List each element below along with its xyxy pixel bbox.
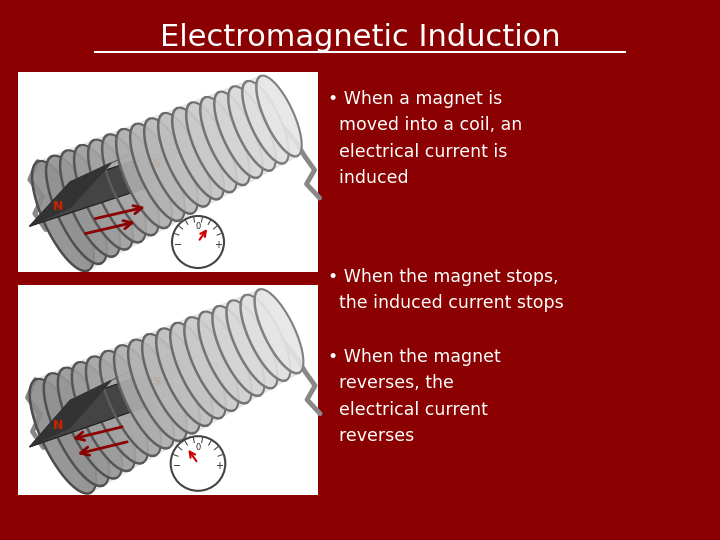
Polygon shape xyxy=(46,156,107,264)
Polygon shape xyxy=(144,118,198,214)
Polygon shape xyxy=(256,76,302,157)
Text: Electromagnetic Induction: Electromagnetic Induction xyxy=(160,24,560,52)
Polygon shape xyxy=(58,368,122,478)
Polygon shape xyxy=(37,76,297,271)
Text: S: S xyxy=(152,377,161,387)
Polygon shape xyxy=(72,362,135,471)
Text: N: N xyxy=(53,420,63,433)
Polygon shape xyxy=(128,340,187,441)
Text: 0: 0 xyxy=(195,443,201,451)
Bar xyxy=(18,72,318,272)
Bar xyxy=(18,285,318,495)
Polygon shape xyxy=(243,81,289,164)
Polygon shape xyxy=(114,345,174,448)
Text: −: − xyxy=(174,240,181,249)
Polygon shape xyxy=(44,373,109,486)
Polygon shape xyxy=(30,144,184,226)
Polygon shape xyxy=(30,361,184,447)
Polygon shape xyxy=(71,107,266,182)
Polygon shape xyxy=(30,381,111,447)
Polygon shape xyxy=(199,312,251,403)
Text: N: N xyxy=(53,200,63,213)
Text: +: + xyxy=(215,240,222,249)
Polygon shape xyxy=(255,289,303,373)
Polygon shape xyxy=(60,150,120,256)
Circle shape xyxy=(171,436,225,491)
Text: −: − xyxy=(173,461,181,471)
Text: • When the magnet stops,
  the induced current stops: • When the magnet stops, the induced cur… xyxy=(328,268,564,313)
Polygon shape xyxy=(227,300,277,388)
Polygon shape xyxy=(172,107,224,199)
Polygon shape xyxy=(170,323,226,418)
Polygon shape xyxy=(30,163,111,226)
Polygon shape xyxy=(74,145,133,249)
Polygon shape xyxy=(184,317,239,411)
Polygon shape xyxy=(116,129,172,228)
Text: S: S xyxy=(152,159,161,170)
Polygon shape xyxy=(215,92,263,178)
Circle shape xyxy=(172,216,224,268)
Polygon shape xyxy=(240,295,290,381)
Text: +: + xyxy=(215,461,223,471)
Polygon shape xyxy=(156,328,213,426)
Polygon shape xyxy=(200,97,250,185)
Polygon shape xyxy=(35,289,300,493)
Polygon shape xyxy=(212,306,264,396)
Polygon shape xyxy=(186,102,237,192)
Text: • When a magnet is
  moved into a coil, an
  electrical current is
  induced: • When a magnet is moved into a coil, an… xyxy=(328,90,522,187)
Polygon shape xyxy=(100,351,161,456)
Polygon shape xyxy=(228,86,276,171)
Text: 0: 0 xyxy=(195,222,201,231)
Polygon shape xyxy=(130,124,185,221)
Polygon shape xyxy=(88,140,146,242)
Polygon shape xyxy=(30,379,96,494)
Polygon shape xyxy=(102,134,159,235)
Text: • When the magnet
  reverses, the
  electrical current
  reverses: • When the magnet reverses, the electric… xyxy=(328,348,500,445)
Polygon shape xyxy=(32,161,94,271)
Polygon shape xyxy=(86,356,148,463)
Polygon shape xyxy=(158,113,211,207)
Polygon shape xyxy=(142,334,200,434)
Polygon shape xyxy=(71,321,266,400)
